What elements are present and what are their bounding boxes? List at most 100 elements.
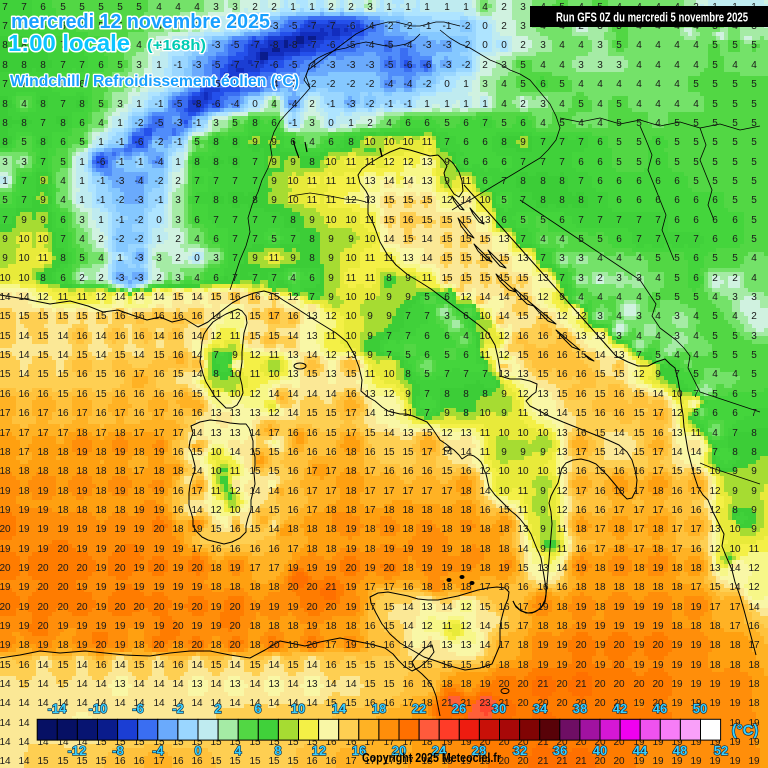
svg-text:19: 19 [172, 563, 184, 574]
svg-text:18: 18 [671, 563, 683, 574]
svg-text:15: 15 [268, 331, 280, 342]
svg-text:9: 9 [21, 215, 27, 226]
svg-text:-4: -4 [366, 21, 375, 32]
svg-text:18: 18 [709, 660, 721, 671]
svg-text:5: 5 [501, 195, 507, 206]
svg-text:5: 5 [136, 21, 142, 32]
svg-text:4: 4 [578, 40, 584, 51]
svg-text:14: 14 [153, 679, 165, 690]
svg-text:19: 19 [114, 524, 126, 535]
svg-text:-2: -2 [347, 79, 356, 90]
svg-text:-6: -6 [97, 157, 106, 168]
svg-text:18: 18 [249, 582, 261, 593]
svg-text:19: 19 [37, 640, 49, 651]
svg-text:-3: -3 [135, 273, 144, 284]
svg-text:-1: -1 [251, 21, 260, 32]
svg-text:4: 4 [79, 234, 85, 245]
svg-text:5: 5 [751, 234, 757, 245]
svg-text:13: 13 [517, 524, 529, 535]
svg-text:20: 20 [57, 544, 69, 555]
svg-text:16: 16 [517, 331, 529, 342]
svg-text:6: 6 [60, 137, 66, 148]
svg-text:5: 5 [79, 253, 85, 264]
svg-text:16: 16 [402, 466, 414, 477]
svg-text:1: 1 [424, 2, 430, 13]
svg-text:15: 15 [421, 428, 433, 439]
svg-text:16: 16 [690, 505, 702, 516]
svg-text:19: 19 [671, 737, 683, 748]
svg-text:15: 15 [402, 447, 414, 458]
svg-text:15: 15 [441, 234, 453, 245]
svg-text:0: 0 [482, 40, 488, 51]
svg-text:19: 19 [575, 602, 587, 613]
svg-text:15: 15 [249, 756, 261, 767]
svg-text:10: 10 [537, 466, 549, 477]
svg-text:10: 10 [325, 215, 337, 226]
svg-text:17: 17 [729, 621, 741, 632]
svg-text:19: 19 [613, 563, 625, 574]
svg-text:7: 7 [252, 234, 258, 245]
svg-text:15: 15 [402, 234, 414, 245]
svg-text:16: 16 [613, 408, 625, 419]
svg-text:2: 2 [501, 21, 507, 32]
svg-text:16: 16 [229, 544, 241, 555]
svg-text:1: 1 [117, 118, 123, 129]
svg-text:15: 15 [268, 737, 280, 748]
svg-text:19: 19 [556, 660, 568, 671]
svg-text:8: 8 [252, 118, 258, 129]
svg-text:19: 19 [345, 544, 357, 555]
svg-text:5: 5 [732, 176, 738, 187]
svg-text:5: 5 [636, 157, 642, 168]
svg-text:20: 20 [37, 621, 49, 632]
svg-text:-1: -1 [174, 60, 183, 71]
svg-text:4: 4 [501, 99, 507, 110]
svg-text:19: 19 [18, 621, 30, 632]
svg-text:19: 19 [18, 582, 30, 593]
svg-text:6: 6 [501, 157, 507, 168]
svg-text:6: 6 [712, 215, 718, 226]
svg-text:11: 11 [384, 253, 395, 264]
svg-text:6: 6 [693, 253, 699, 264]
svg-text:6: 6 [501, 215, 507, 226]
svg-text:9: 9 [444, 157, 450, 168]
svg-text:5: 5 [712, 350, 718, 361]
svg-text:18: 18 [210, 582, 222, 593]
svg-text:11: 11 [211, 486, 222, 497]
svg-text:19: 19 [690, 660, 702, 671]
svg-text:8: 8 [213, 157, 219, 168]
svg-text:-2: -2 [116, 195, 125, 206]
svg-text:6: 6 [328, 137, 334, 148]
svg-text:5: 5 [751, 157, 757, 168]
svg-text:19: 19 [671, 660, 683, 671]
svg-text:13: 13 [306, 311, 318, 322]
svg-text:18: 18 [479, 563, 491, 574]
svg-text:5: 5 [655, 350, 661, 361]
svg-text:15: 15 [498, 253, 510, 264]
svg-text:15: 15 [57, 660, 69, 671]
svg-text:-14: -14 [48, 701, 68, 716]
svg-text:16: 16 [18, 408, 30, 419]
svg-text:20: 20 [76, 563, 88, 574]
svg-text:18: 18 [249, 640, 261, 651]
svg-text:20: 20 [0, 563, 11, 574]
svg-text:9: 9 [271, 157, 277, 168]
svg-text:5: 5 [674, 157, 680, 168]
svg-text:7: 7 [213, 350, 219, 361]
svg-text:18: 18 [114, 428, 126, 439]
svg-text:16: 16 [325, 756, 337, 767]
svg-text:10: 10 [229, 369, 241, 380]
svg-text:18: 18 [441, 679, 453, 690]
svg-text:18: 18 [690, 621, 702, 632]
svg-text:19: 19 [709, 679, 721, 690]
svg-text:4: 4 [117, 79, 123, 90]
svg-text:0: 0 [194, 253, 200, 264]
svg-text:19: 19 [133, 563, 145, 574]
svg-text:12: 12 [748, 582, 760, 593]
svg-text:20: 20 [575, 640, 587, 651]
svg-text:16: 16 [537, 582, 549, 593]
svg-text:0: 0 [156, 215, 162, 226]
svg-text:18: 18 [18, 466, 30, 477]
svg-text:4: 4 [693, 99, 699, 110]
svg-text:14: 14 [441, 447, 453, 458]
svg-text:7: 7 [712, 447, 718, 458]
